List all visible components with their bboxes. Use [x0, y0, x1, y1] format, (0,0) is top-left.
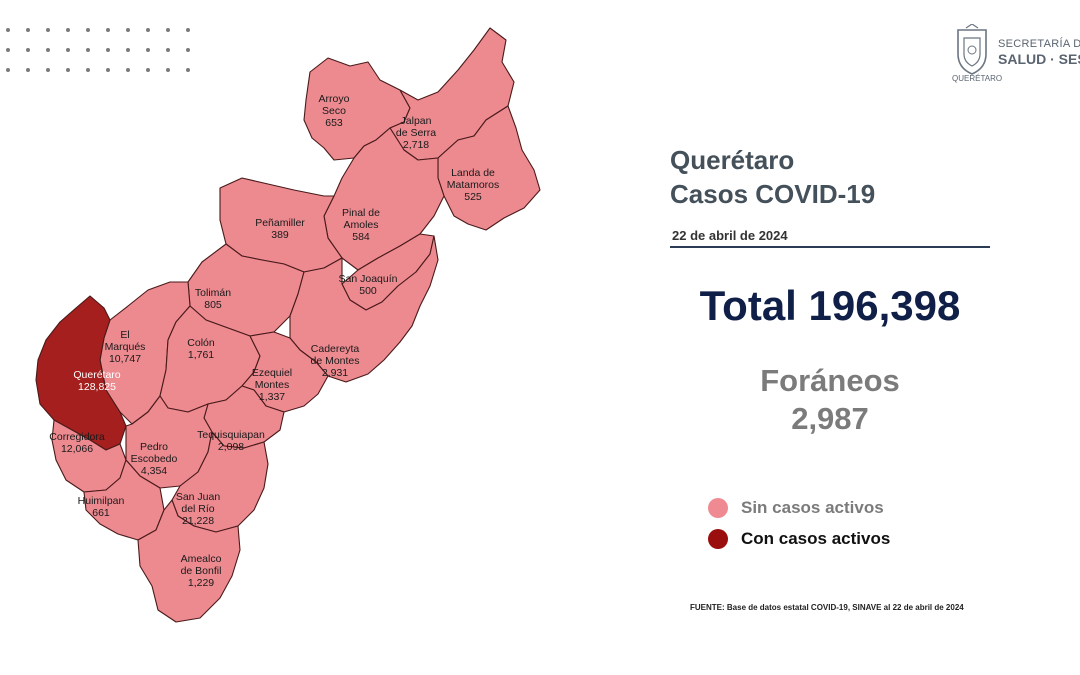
label-colon: Colón 1,761: [187, 337, 215, 361]
decorative-dot: [106, 28, 110, 32]
decorative-dot: [146, 48, 150, 52]
logo-secretaria-text: SECRETARÍA DE: [998, 38, 1080, 50]
decorative-dot: [106, 48, 110, 52]
decorative-dot: [86, 28, 90, 32]
decorative-dot: [146, 28, 150, 32]
report-date: 22 de abril de 2024: [672, 228, 788, 243]
decorative-dot: [66, 28, 70, 32]
decorative-dot: [66, 68, 70, 72]
region-queretaro: [35, 295, 127, 451]
decorative-dot: [106, 68, 110, 72]
legend-swatch-con-casos: [708, 529, 728, 549]
label-landa-de-matamoros: Landa de Matamoros 525: [447, 167, 500, 203]
label-arroyo-seco: Arroyo Seco 653: [319, 93, 350, 129]
region-amealco-de-bonfil: [137, 499, 241, 623]
region-ezequiel-montes: [241, 331, 329, 413]
title-divider: [670, 246, 990, 248]
decorative-dot: [46, 68, 50, 72]
decorative-dot: [66, 48, 70, 52]
label-el-marques: El Marqués 10,747: [105, 329, 146, 365]
decorative-dot: [166, 28, 170, 32]
foraneos-block: Foráneos 2,987: [670, 362, 990, 438]
label-huimilpan: Huimilpan 661: [78, 495, 125, 519]
decorative-dot: [6, 48, 10, 52]
decorative-dot: [26, 28, 30, 32]
total-cases: Total 196,398: [699, 282, 961, 329]
label-pinal-de-amoles: Pinal de Amoles 584: [342, 207, 380, 243]
decorative-dot: [166, 68, 170, 72]
decorative-dot: [186, 28, 190, 32]
legend-label-sin-casos: Sin casos activos: [741, 498, 884, 517]
label-corregidora: Corregidora 12,066: [49, 431, 105, 455]
label-san-juan-del-rio: San Juan del Río 21,228: [176, 491, 221, 527]
source-note: FUENTE: Base de datos estatal COVID-19, …: [690, 603, 964, 612]
logo-salud-seseq-text: SALUD · SESEQ: [998, 51, 1080, 67]
decorative-dot: [186, 68, 190, 72]
logo-queretaro-text: QUERÉTARO: [952, 74, 1003, 83]
decorative-dot: [26, 48, 30, 52]
label-penamiller: Peñamiller 389: [255, 217, 305, 241]
foraneos-value: 2,987: [791, 401, 869, 436]
panel-title: Querétaro Casos COVID-19: [670, 143, 875, 211]
decorative-dot: [186, 48, 190, 52]
region-cadereyta: [289, 235, 439, 383]
map-svg: Arroyo Seco 653 Jalpan de Serra 2,718 Landa de…: [35, 27, 541, 623]
decorative-dot: [26, 68, 30, 72]
decorative-dot: [46, 28, 50, 32]
decorative-dot: [126, 68, 130, 72]
legend-label-con-casos: Con casos activos: [741, 529, 891, 548]
foraneos-label: Foráneos: [760, 363, 900, 398]
title-state: Querétaro: [670, 145, 795, 175]
label-amealco-de-bonfil: Amealco de Bonfil 1,229: [181, 553, 222, 589]
decorative-dot: [6, 68, 10, 72]
decorative-dot: [126, 28, 130, 32]
label-tequisquiapan: Tequisquiapan 2,098: [197, 429, 265, 453]
region-landa-de-matamoros: [437, 105, 541, 231]
state-coat-of-arms-icon: [957, 24, 987, 75]
legend-swatch-sin-casos: [708, 498, 728, 518]
label-jalpan-de-serra: Jalpan de Serra 2,718: [396, 115, 436, 151]
decorative-dot: [166, 48, 170, 52]
label-toliman: Tolimán 805: [195, 287, 231, 311]
label-san-joaquin: San Joaquín 500: [339, 273, 398, 297]
label-cadereyta-de-montes: Cadereyta de Montes 2,931: [310, 343, 359, 379]
decorative-dot: [126, 48, 130, 52]
title-subject: Casos COVID-19: [670, 179, 876, 209]
decorative-dot: [6, 28, 10, 32]
label-pedro-escobedo: Pedro Escobedo 4,354: [131, 441, 178, 477]
queretaro-municipalities-map: Arroyo Seco 653 Jalpan de Serra 2,718 Landa de…: [28, 20, 548, 630]
seseq-logo: SECRETARÍA DE SALUD · SESEQ QUERÉTARO: [952, 24, 1080, 84]
decorative-dot: [86, 48, 90, 52]
label-queretaro: Querétaro 128,825: [73, 369, 120, 393]
decorative-dot: [146, 68, 150, 72]
label-ezequiel-montes: Ezequiel Montes 1,337: [252, 367, 292, 403]
decorative-dot: [46, 48, 50, 52]
decorative-dot: [86, 68, 90, 72]
